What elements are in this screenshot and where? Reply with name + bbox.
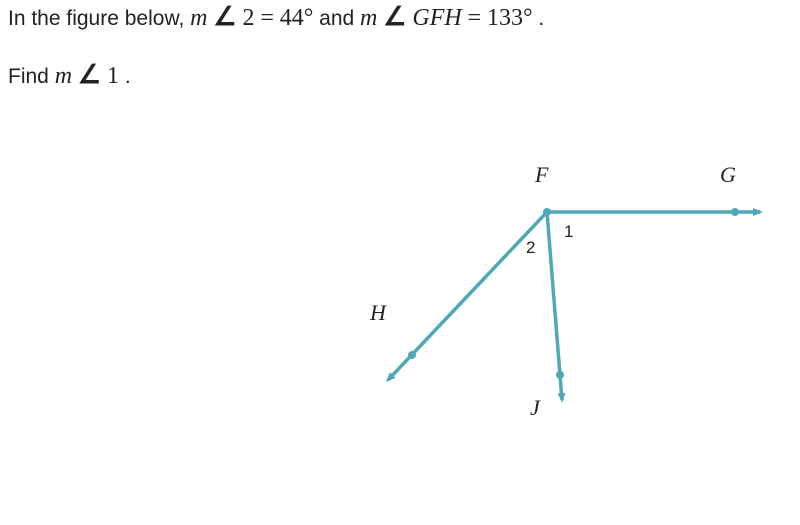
angle2-value: 44° [280, 5, 314, 31]
label-angle1: 1 [564, 222, 573, 242]
line1-mid: and [319, 7, 360, 30]
angleGFH-var: m [360, 5, 377, 31]
label-j: J [530, 395, 540, 421]
point-g [731, 208, 739, 216]
problem-line-2: Find m ∠ 1 . [8, 60, 131, 90]
angle-symbol-2: ∠ [383, 2, 406, 31]
line1-suffix: . [538, 7, 544, 30]
angle2-eq: = [260, 5, 274, 31]
problem-line-1: In the figure below, m ∠ 2 = 44° and m ∠… [8, 2, 544, 32]
point-j [556, 371, 564, 379]
angle1-num: 1 [107, 63, 119, 89]
angleGFH-name: GFH [412, 5, 461, 31]
line1-prefix: In the figure below, [8, 7, 190, 30]
label-f: F [535, 162, 548, 188]
label-g: G [720, 162, 736, 188]
angle2-var: m [190, 5, 207, 31]
angle-symbol-3: ∠ [78, 60, 101, 89]
point-f [543, 208, 551, 216]
diagram-svg [340, 170, 780, 450]
angleGFH-eq: = [468, 5, 482, 31]
label-h: H [370, 300, 386, 326]
geometry-diagram: F G H J 1 2 [340, 170, 780, 510]
angle1-var: m [55, 63, 72, 89]
point-h [408, 351, 416, 359]
angle2-num: 2 [242, 5, 254, 31]
angle-symbol-1: ∠ [213, 2, 236, 31]
line2-suffix: . [125, 65, 131, 88]
line2-prefix: Find [8, 65, 55, 88]
label-angle2: 2 [526, 238, 535, 258]
angleGFH-value: 133° [487, 5, 533, 31]
